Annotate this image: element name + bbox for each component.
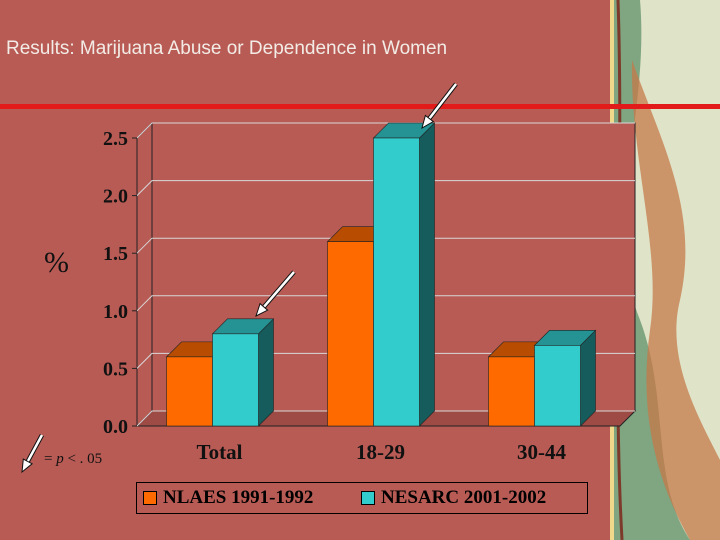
gridline [136, 352, 635, 369]
gridline [136, 237, 635, 254]
x-category-label: 18-29 [356, 440, 405, 464]
y-tick-label: 2.0 [103, 186, 128, 208]
chart-legend: NLAES 1991-1992 NESARC 2001-2002 [136, 482, 588, 514]
significance-note: = p < . 05 [44, 451, 102, 468]
gridline [136, 122, 635, 139]
sig-rest: < . 05 [63, 451, 103, 467]
bar-side [258, 318, 274, 427]
gridline [136, 295, 635, 312]
annotation-arrow-legend [21, 433, 44, 474]
y-tick-label: 1.5 [103, 243, 128, 265]
legend-swatch-nlaes [143, 491, 157, 505]
legend-item-nesarc: NESARC 2001-2002 [361, 487, 546, 509]
y-tick-label: 0.0 [103, 416, 128, 438]
slide-title: Results: Marijuana Abuse or Dependence i… [6, 38, 448, 59]
title-underline [0, 104, 720, 109]
annotation-arrow-total [255, 270, 296, 317]
sig-p: p [56, 451, 64, 467]
bar [327, 241, 374, 427]
bar [166, 356, 213, 427]
x-category-label: 30-44 [517, 440, 566, 464]
x-category-label: Total [197, 440, 243, 464]
bar-side [580, 329, 596, 427]
legend-label-nlaes: NLAES 1991-1992 [163, 487, 314, 508]
bar [212, 333, 259, 427]
legend-label-nesarc: NESARC 2001-2002 [381, 487, 547, 508]
y-tick-label: 0.5 [103, 358, 128, 380]
bar [534, 345, 581, 427]
y-axis-unit: % [44, 246, 69, 279]
annotation-arrow-18-29 [421, 82, 458, 130]
sig-prefix: = [44, 451, 57, 467]
bar-side [419, 122, 435, 427]
bar [488, 356, 535, 427]
legend-swatch-nesarc [361, 491, 375, 505]
bar [373, 137, 420, 427]
gridline [136, 410, 635, 427]
legend-item-nlaes: NLAES 1991-1992 [143, 487, 313, 509]
y-tick-label: 1.0 [103, 301, 128, 323]
gridline [136, 180, 635, 196]
y-tick-label: 2.5 [103, 128, 128, 150]
